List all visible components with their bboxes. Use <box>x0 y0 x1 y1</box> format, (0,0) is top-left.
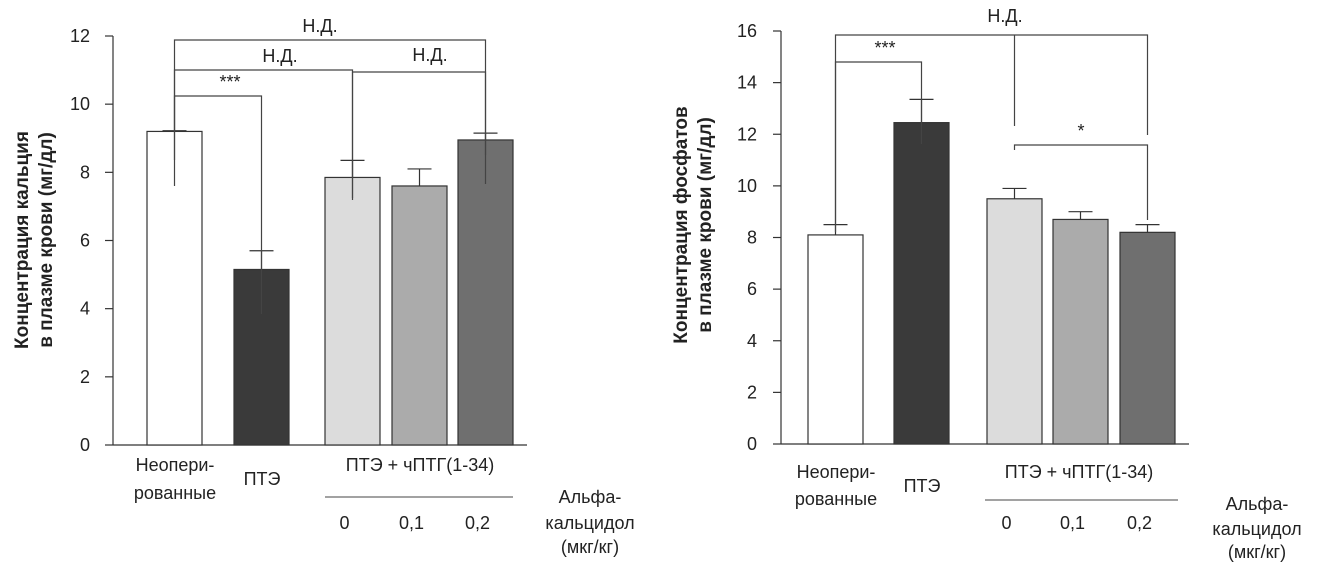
category-label: рованные <box>134 483 216 503</box>
dose-label: 0,1 <box>1060 513 1085 533</box>
alfacalcidol-label: (мкг/кг) <box>561 537 619 557</box>
dose-label: 0 <box>1001 513 1011 533</box>
y-tick-label: 6 <box>747 279 757 299</box>
y-tick-label: 10 <box>70 94 90 114</box>
y-tick-label: 4 <box>747 331 757 351</box>
alfacalcidol-label: кальцидол <box>1212 519 1301 539</box>
significance-label: Н.Д. <box>302 16 337 36</box>
y-tick-label: 12 <box>737 124 757 144</box>
significance-label: *** <box>219 72 240 92</box>
significance-bracket <box>1013 144 1149 220</box>
alfacalcidol-label: Альфа- <box>559 487 622 507</box>
y-tick-label: 2 <box>747 382 757 402</box>
bar <box>893 122 950 445</box>
alfacalcidol-label: кальцидол <box>545 513 634 533</box>
y-axis-title-line1: Концентрация кальция <box>12 131 33 349</box>
significance-bracket <box>834 61 923 232</box>
significance-label: *** <box>874 38 895 58</box>
dose-label: 0 <box>339 513 349 533</box>
y-tick-label: 12 <box>70 26 90 46</box>
bar <box>1119 231 1176 445</box>
significance-label: Н.Д. <box>987 6 1022 26</box>
dose-label: 0,2 <box>465 513 490 533</box>
significance-bracket <box>173 95 263 314</box>
category-label: ПТЭ <box>904 476 941 496</box>
y-tick-label: 14 <box>737 73 757 93</box>
y-tick-label: 0 <box>747 434 757 454</box>
y-tick-label: 8 <box>80 162 90 182</box>
y-tick-label: 10 <box>737 176 757 196</box>
bar <box>986 198 1043 445</box>
category-label: ПТЭ + чПТГ(1-34) <box>346 455 494 475</box>
significance-label: Н.Д. <box>262 46 297 66</box>
y-axis-title-line2: в плазме крови (мг/дл) <box>36 132 57 348</box>
bar <box>807 234 864 445</box>
significance-bracket <box>834 34 1149 225</box>
y-axis-title-line2: в плазме крови (мг/дл) <box>695 117 716 333</box>
y-axis-title-line1: Концентрация фосфатов <box>671 106 692 343</box>
bar <box>391 185 448 446</box>
y-tick-label: 4 <box>80 299 90 319</box>
category-label: ПТЭ <box>244 469 281 489</box>
y-tick-label: 6 <box>80 231 90 251</box>
y-tick-label: 8 <box>747 228 757 248</box>
y-tick-label: 16 <box>737 21 757 41</box>
y-tick-label: 0 <box>80 435 90 455</box>
category-label: Неопери- <box>797 462 876 482</box>
category-label: рованные <box>795 489 877 509</box>
dose-label: 0,1 <box>399 513 424 533</box>
bar <box>1052 218 1109 445</box>
category-label: Неопери- <box>136 455 215 475</box>
bar <box>457 139 514 446</box>
bar <box>324 176 381 446</box>
alfacalcidol-label: Альфа- <box>1226 494 1289 514</box>
category-label: ПТЭ + чПТГ(1-34) <box>1005 462 1153 482</box>
significance-label: Н.Д. <box>412 45 447 65</box>
y-tick-label: 2 <box>80 367 90 387</box>
dose-label: 0,2 <box>1127 513 1152 533</box>
significance-label: * <box>1077 121 1084 141</box>
alfacalcidol-label: (мкг/кг) <box>1228 542 1286 562</box>
significance-bracket <box>351 71 487 200</box>
